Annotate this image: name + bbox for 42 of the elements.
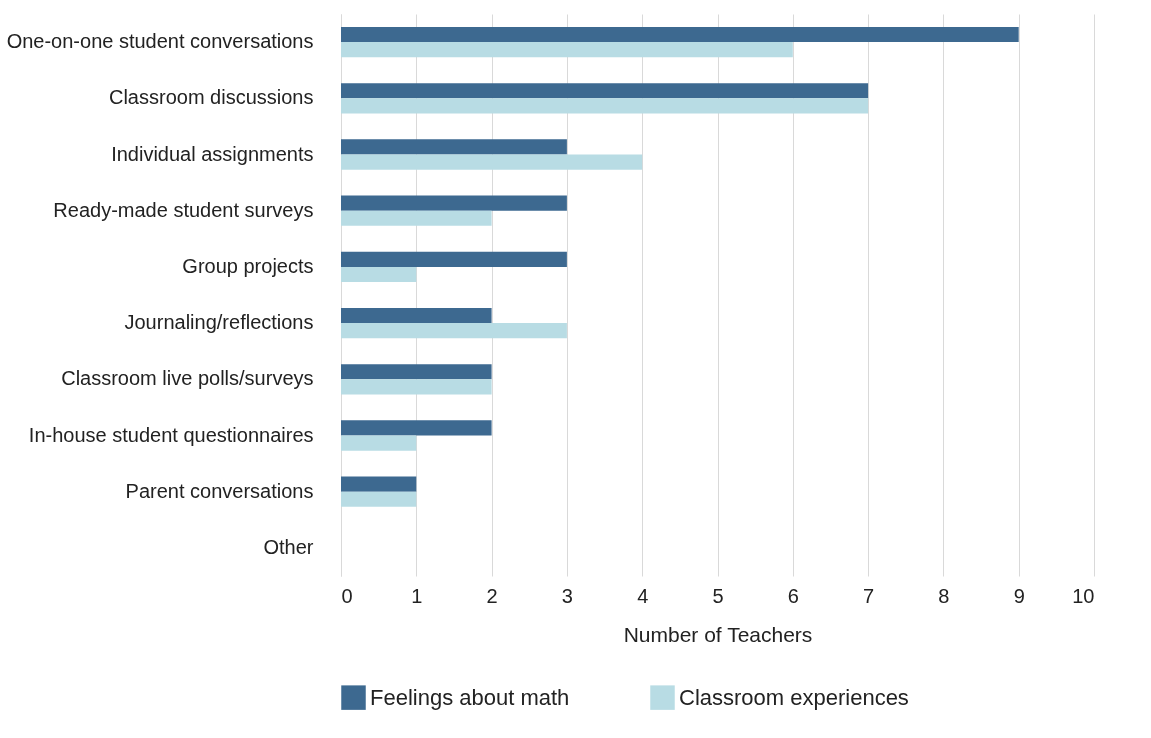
bar <box>341 26 1019 43</box>
x-tick-label: 1 <box>411 584 423 607</box>
x-tick-label: 5 <box>712 584 724 607</box>
legend-label: Classroom experiences <box>679 684 909 710</box>
bar <box>341 139 567 155</box>
bar <box>341 251 567 267</box>
bar <box>341 491 417 507</box>
bar <box>341 195 567 211</box>
x-tick-label: 9 <box>1013 584 1025 607</box>
bar <box>341 154 643 170</box>
x-tick-label: 10 <box>1072 584 1095 607</box>
x-tick-label: 4 <box>637 584 649 607</box>
y-tick-label: Classroom discussions <box>108 86 314 109</box>
y-tick-label: Classroom live polls/surveys <box>61 367 314 390</box>
x-tick-label: 8 <box>938 584 950 607</box>
bar <box>341 364 492 380</box>
bar <box>341 210 492 226</box>
legend-label: Feelings about math <box>370 684 570 710</box>
x-tick-label: 3 <box>561 584 573 607</box>
x-axis-title: Number of Teachers <box>623 622 813 646</box>
bar <box>341 307 492 324</box>
x-tick-label: 7 <box>863 584 875 607</box>
y-tick-label: Ready-made student surveys <box>53 198 314 221</box>
bar <box>341 266 417 283</box>
x-tick-label: 0 <box>341 584 353 607</box>
bar <box>341 435 417 451</box>
bar <box>341 379 492 395</box>
y-tick-label: One-on-one student conversations <box>6 30 314 53</box>
x-tick-label: 6 <box>787 584 799 607</box>
bar <box>341 420 492 436</box>
y-tick-label: In-house student questionnaires <box>28 423 314 446</box>
y-tick-label: Group projects <box>182 254 314 277</box>
bar <box>341 83 869 99</box>
bar <box>341 323 567 339</box>
bar <box>341 98 869 114</box>
y-tick-label: Parent conversations <box>125 479 314 502</box>
bar <box>341 42 793 58</box>
bar <box>341 476 417 492</box>
y-tick-label: Individual assignments <box>111 142 314 165</box>
y-tick-label: Journaling/reflections <box>124 311 314 334</box>
y-tick-label: Other <box>263 535 314 558</box>
x-tick-label: 2 <box>486 584 498 607</box>
